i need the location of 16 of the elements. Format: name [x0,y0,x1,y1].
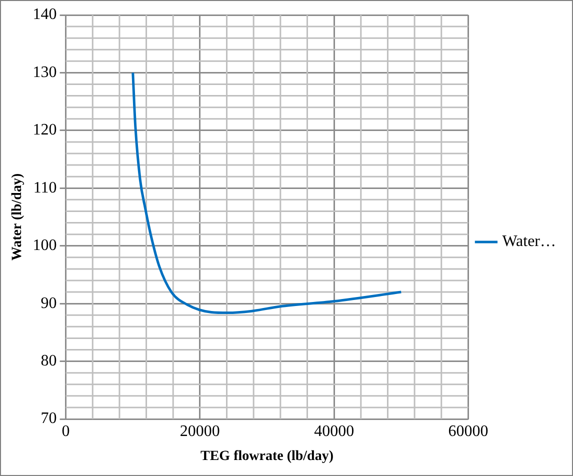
y-tick-label: 120 [32,122,57,139]
y-axis-title: Water (lb/day) [10,173,26,261]
y-tick-label: 130 [32,64,57,81]
x-axis-title: TEG flowrate (lb/day) [200,449,334,464]
line-series [132,71,402,314]
x-tick-label: 0 [62,422,70,440]
y-tick-label: 100 [32,237,57,254]
x-tick-label: 60000 [448,422,488,440]
y-tick-label: 90 [40,294,57,312]
y-tick-label: 80 [40,352,57,370]
x-tick-label: 40000 [314,422,354,440]
legend-label: Water… [502,233,556,250]
y-tick-label: 70 [40,410,57,428]
y-tick-label: 140 [32,6,57,24]
y-tick-label: 110 [33,179,57,196]
x-tick-label: 20000 [180,422,220,440]
